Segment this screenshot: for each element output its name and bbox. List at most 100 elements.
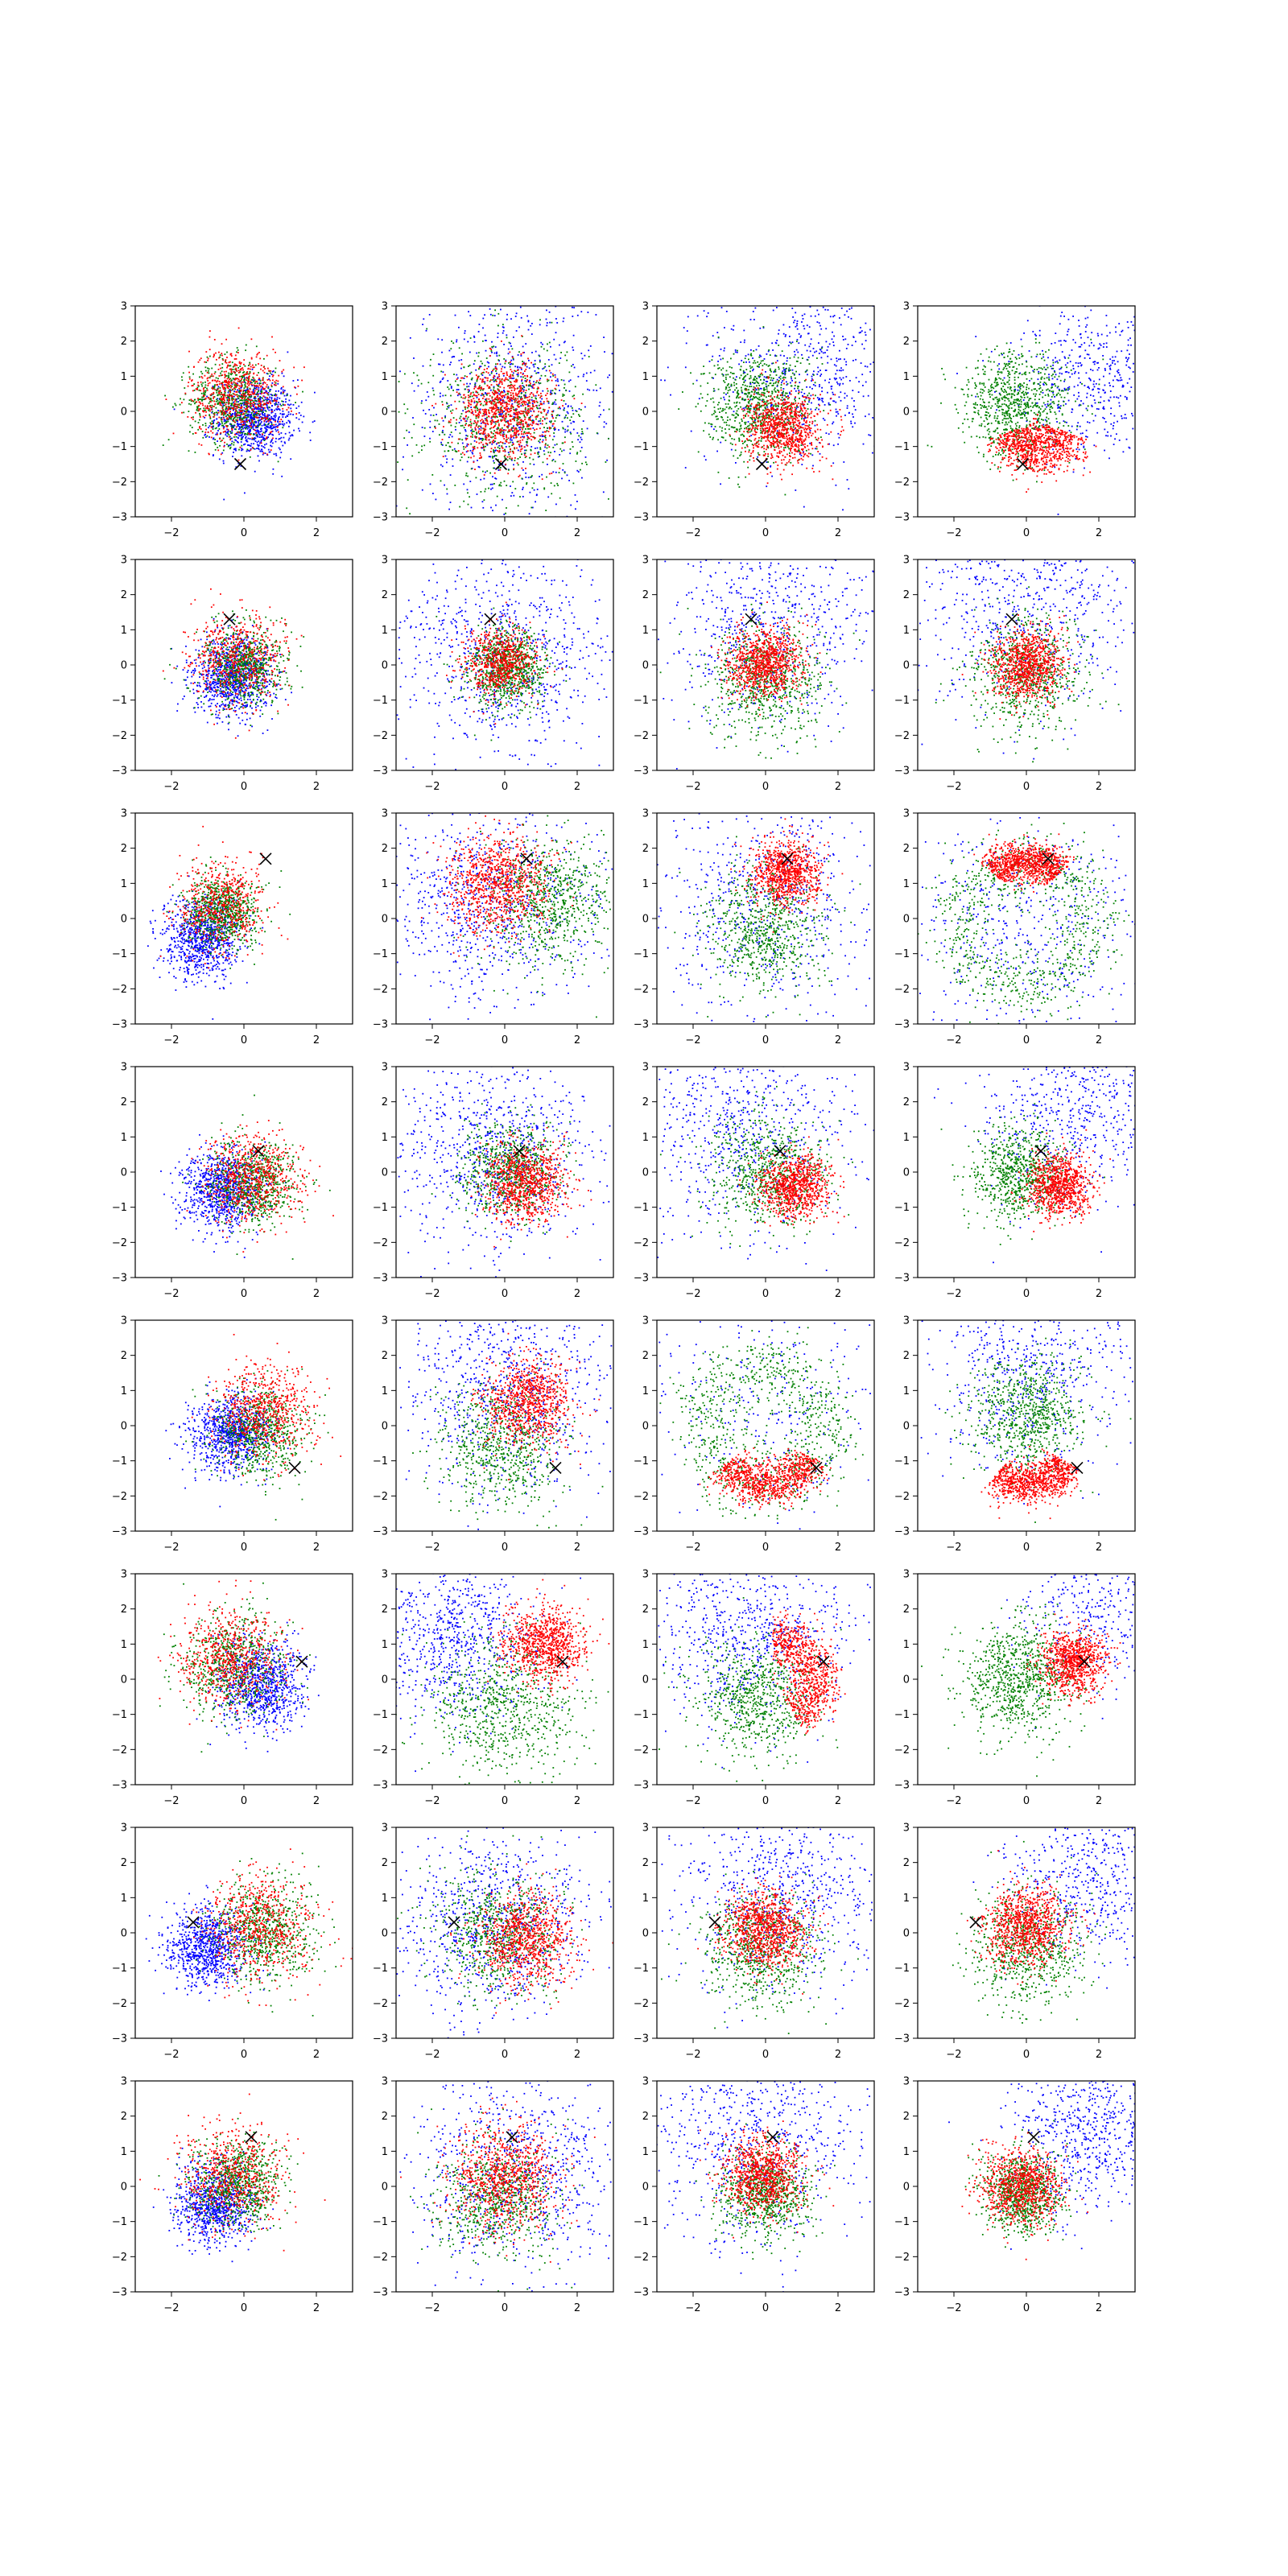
point: [483, 381, 485, 382]
point: [477, 415, 478, 416]
point: [471, 469, 473, 470]
point: [485, 446, 486, 448]
point: [521, 259, 522, 261]
point: [528, 477, 530, 478]
point: [211, 437, 213, 439]
point: [803, 506, 805, 508]
point: [530, 477, 531, 478]
point: [493, 483, 495, 485]
point: [422, 324, 423, 325]
point: [296, 394, 298, 395]
point: [535, 395, 537, 397]
point: [233, 378, 234, 379]
point: [481, 427, 482, 429]
point: [516, 299, 518, 301]
point: [530, 394, 531, 395]
point: [209, 425, 211, 427]
point: [237, 424, 239, 426]
point: [510, 428, 512, 430]
point: [275, 417, 276, 419]
point: [282, 421, 283, 423]
point: [542, 441, 543, 443]
point: [481, 361, 482, 362]
point: [533, 254, 535, 256]
point: [843, 378, 844, 379]
point: [266, 393, 268, 394]
point: [468, 394, 469, 396]
point: [522, 448, 523, 450]
point: [258, 413, 259, 415]
point: [547, 390, 549, 392]
point: [471, 401, 473, 402]
point: [246, 411, 247, 413]
point: [204, 435, 205, 436]
point: [513, 425, 514, 427]
point: [503, 438, 505, 440]
point: [262, 370, 264, 372]
point: [880, 433, 881, 435]
point: [247, 368, 249, 369]
point: [895, 302, 897, 303]
point: [525, 369, 526, 370]
point: [562, 421, 564, 423]
point: [284, 404, 286, 406]
point: [468, 391, 469, 393]
point: [250, 373, 251, 374]
point: [587, 428, 588, 430]
point: [259, 424, 261, 426]
point: [279, 416, 280, 418]
point: [539, 436, 541, 437]
point: [260, 406, 262, 407]
point: [231, 382, 233, 384]
point: [475, 386, 477, 388]
point: [267, 374, 269, 375]
point: [262, 401, 263, 402]
point: [266, 453, 268, 455]
point: [482, 471, 484, 473]
point: [632, 295, 634, 297]
point: [233, 382, 235, 383]
point: [585, 461, 587, 463]
point: [274, 410, 275, 411]
point: [205, 425, 207, 427]
point: [771, 476, 773, 477]
point: [474, 402, 476, 403]
point: [263, 400, 265, 402]
point: [481, 491, 482, 493]
point: [854, 296, 856, 298]
point: [811, 376, 813, 378]
point: [517, 388, 518, 390]
point: [262, 407, 263, 408]
point: [554, 393, 555, 394]
point: [865, 334, 867, 336]
point: [570, 431, 572, 433]
point: [235, 364, 237, 365]
point: [564, 400, 565, 402]
point: [562, 405, 564, 407]
point: [250, 364, 251, 365]
point: [562, 578, 564, 580]
point: [555, 385, 557, 386]
point: [380, 361, 382, 363]
point: [547, 381, 548, 382]
point: [466, 473, 468, 474]
point: [518, 393, 520, 394]
point: [691, 431, 692, 432]
point: [300, 415, 302, 416]
point: [498, 355, 500, 357]
point: [572, 307, 573, 308]
point: [576, 460, 577, 462]
point: [604, 351, 605, 353]
point: [208, 397, 209, 398]
point: [491, 346, 493, 348]
point: [270, 419, 271, 421]
point: [682, 269, 683, 270]
point: [261, 436, 262, 438]
point: [476, 401, 477, 402]
point: [271, 434, 273, 436]
point: [819, 375, 821, 377]
point: [198, 444, 200, 445]
point: [236, 419, 237, 421]
point: [288, 414, 290, 415]
point: [470, 337, 472, 339]
